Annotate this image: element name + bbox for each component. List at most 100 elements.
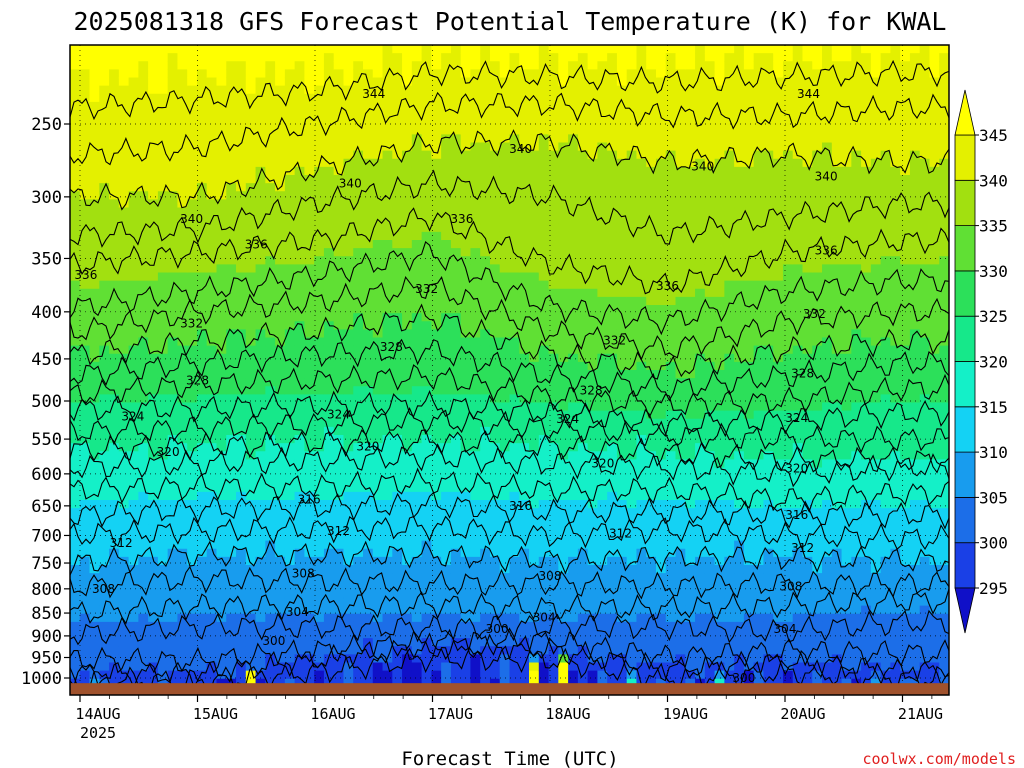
field-cell <box>372 418 384 428</box>
field-cell <box>314 621 325 631</box>
field-cell <box>177 459 188 469</box>
field-cell <box>450 556 462 566</box>
field-cell <box>519 386 530 395</box>
field-cell <box>157 418 169 428</box>
field-cell <box>89 110 100 119</box>
field-cell <box>353 231 364 241</box>
field-cell <box>187 183 198 192</box>
field-cell <box>392 540 403 550</box>
field-cell <box>128 110 139 119</box>
field-cell <box>441 223 452 233</box>
field-cell <box>79 93 91 103</box>
field-cell <box>636 500 647 509</box>
field-cell <box>236 370 247 379</box>
field-cell <box>431 378 442 387</box>
field-cell <box>148 443 159 452</box>
field-cell <box>577 110 589 119</box>
field-cell <box>431 296 442 306</box>
field-cell <box>392 670 403 680</box>
field-cell <box>489 621 501 631</box>
field-cell <box>636 296 647 306</box>
field-cell <box>187 215 198 225</box>
field-cell <box>529 678 540 688</box>
field-cell <box>206 532 218 542</box>
field-cell <box>148 126 159 135</box>
field-cell <box>509 272 520 282</box>
field-cell <box>304 638 315 647</box>
field-cell <box>196 540 208 550</box>
field-cell <box>402 459 413 469</box>
field-cell <box>294 597 305 607</box>
field-cell <box>353 199 364 209</box>
field-cell <box>489 175 501 184</box>
field-cell <box>333 93 345 103</box>
field-cell <box>353 394 364 404</box>
field-cell <box>148 361 159 371</box>
field-cell <box>353 532 364 542</box>
field-cell <box>372 573 384 582</box>
field-cell <box>70 475 81 485</box>
field-cell <box>480 646 491 655</box>
field-cell <box>109 435 120 444</box>
field-cell <box>99 45 110 54</box>
field-cell <box>226 110 237 119</box>
field-cell <box>245 508 257 517</box>
field-cell <box>323 589 335 599</box>
field-cell <box>568 256 579 265</box>
field-cell <box>607 313 618 322</box>
field-cell <box>626 231 638 241</box>
field-cell <box>538 621 550 631</box>
field-cell <box>597 45 608 54</box>
field-cell <box>304 475 315 485</box>
field-cell <box>568 662 579 672</box>
field-cell <box>167 199 179 209</box>
field-cell <box>646 256 657 265</box>
field-cell <box>79 183 91 192</box>
field-cell <box>216 296 227 306</box>
field-cell <box>206 402 218 412</box>
field-cell <box>128 256 139 265</box>
field-cell <box>509 548 520 558</box>
field-cell <box>236 475 247 485</box>
field-cell <box>665 150 677 160</box>
field-cell <box>402 500 413 509</box>
field-cell <box>245 231 257 241</box>
field-cell <box>597 280 608 290</box>
field-cell <box>529 500 540 509</box>
field-cell <box>529 646 540 655</box>
field-cell <box>255 426 266 436</box>
field-cell <box>177 345 188 355</box>
field-cell <box>167 589 179 599</box>
field-cell <box>333 305 345 314</box>
field-cell <box>70 500 81 509</box>
field-cell <box>99 662 110 672</box>
field-cell <box>665 670 677 680</box>
field-cell <box>79 223 91 233</box>
field-cell <box>656 540 667 550</box>
field-cell <box>314 93 325 103</box>
field-cell <box>79 256 91 265</box>
field-cell <box>529 53 540 62</box>
field-cell <box>314 483 325 493</box>
field-cell <box>568 589 579 599</box>
field-cell <box>265 548 276 558</box>
field-cell <box>187 565 198 574</box>
field-cell <box>304 435 315 444</box>
field-cell <box>363 670 374 680</box>
field-cell <box>206 313 218 322</box>
field-cell <box>128 491 139 501</box>
field-cell <box>646 565 657 574</box>
field-cell <box>529 605 540 615</box>
field-cell <box>70 508 81 517</box>
field-cell <box>441 402 452 412</box>
field-cell <box>343 248 354 257</box>
field-cell <box>587 118 598 127</box>
field-cell <box>509 630 520 639</box>
field-cell <box>118 240 130 249</box>
field-cell <box>177 516 188 525</box>
field-cell <box>372 426 384 436</box>
field-cell <box>665 166 677 176</box>
field-cell <box>421 467 432 477</box>
field-cell <box>353 426 364 436</box>
field-cell <box>489 589 501 599</box>
